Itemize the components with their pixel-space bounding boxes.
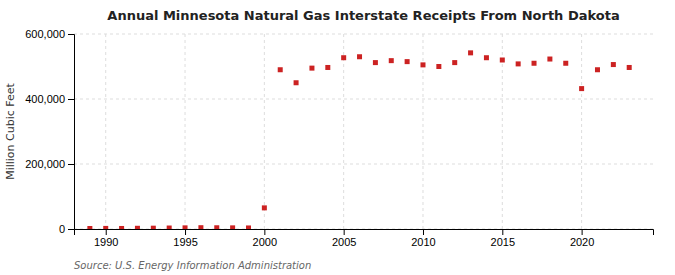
- point: [103, 226, 108, 229]
- x-axis-tick-mark: [185, 229, 186, 235]
- x-axis-tick-label: 1995: [173, 236, 197, 248]
- y-axis-title: Million Cubic Feet: [4, 82, 17, 179]
- x-axis-tick-label: 2020: [570, 236, 594, 248]
- point: [278, 67, 283, 72]
- plot: 1990 1995 2000 2005 2010 2015 2020 0 200,000 400,…: [25, 28, 653, 248]
- y-axis-tick-label: 400,000: [25, 93, 65, 105]
- point: [341, 55, 346, 60]
- x-axis-tick-label: 1990: [94, 236, 118, 248]
- point: [151, 226, 156, 229]
- point: [452, 60, 457, 65]
- point: [294, 80, 299, 85]
- x-axis-tick-mark: [106, 229, 107, 235]
- grid-line-x: [502, 34, 503, 229]
- x-axis-tick: 2015: [491, 229, 515, 248]
- point: [420, 62, 425, 67]
- x-axis-tick-mark: [423, 229, 424, 235]
- grid-line-y: [74, 164, 653, 165]
- grid: [74, 34, 653, 229]
- point: [198, 225, 203, 229]
- y-axis-tick-label: 200,000: [25, 158, 65, 170]
- points: [87, 50, 631, 229]
- point: [579, 86, 584, 91]
- grid-line-x: [185, 34, 186, 229]
- grid-line-x: [343, 34, 344, 229]
- y-axis-tick: 400,000: [25, 93, 74, 105]
- x-axis-tick: 2005: [332, 229, 356, 248]
- x-axis-tick: 2000: [253, 229, 277, 248]
- y-axis-tick-label: 0: [59, 223, 65, 235]
- point: [357, 54, 362, 59]
- grid-line-x: [264, 34, 265, 229]
- y-axis-tick-mark: [68, 164, 74, 165]
- chart: 1990 1995 2000 2005 2010 2015 2020 0 200,000 400,…: [0, 0, 675, 275]
- point: [119, 226, 124, 229]
- point: [230, 225, 235, 229]
- grid-line-y: [74, 34, 653, 35]
- x-axis-tick: 2020: [570, 229, 594, 248]
- y-axis-line: [68, 35, 75, 230]
- y-axis-tick: 0: [59, 223, 74, 235]
- y-axis-tick-label: 600,000: [25, 28, 65, 40]
- y-axis-tick: 600,000: [25, 28, 74, 40]
- point: [389, 58, 394, 63]
- point: [547, 57, 552, 62]
- x-axis: 1990 1995 2000 2005 2010 2015 2020: [75, 229, 654, 248]
- point: [627, 65, 632, 70]
- x-axis-tick-mark: [582, 229, 583, 235]
- x-axis-tick-mark: [264, 229, 265, 235]
- grid-line-y: [74, 99, 653, 100]
- point: [262, 205, 267, 210]
- point: [373, 60, 378, 65]
- x-axis-tick-mark: [344, 229, 345, 235]
- point: [516, 61, 521, 66]
- grid-line-x: [105, 34, 106, 229]
- source: Source: U.S. Energy Information Administ…: [74, 260, 311, 271]
- y-axis-tick-mark: [68, 34, 74, 35]
- y-axis-tick: 200,000: [25, 158, 74, 170]
- point: [500, 58, 505, 63]
- title: Annual Minnesota Natural Gas Interstate …: [107, 8, 619, 23]
- x-axis-tick-label: 2010: [411, 236, 435, 248]
- point: [468, 50, 473, 55]
- point: [595, 67, 600, 72]
- y-axis: 0 200,000 400,000 600,000: [25, 28, 74, 235]
- grid-line-x: [581, 34, 582, 229]
- x-axis-line: [75, 230, 654, 236]
- x-axis-tick: 1995: [173, 229, 197, 248]
- y-axis-tick-mark: [68, 99, 74, 100]
- y-axis-tick-mark: [68, 229, 74, 230]
- point: [183, 225, 188, 229]
- point: [436, 64, 441, 69]
- point: [611, 62, 616, 67]
- point: [325, 65, 330, 70]
- x-axis-tick-label: 2000: [253, 236, 277, 248]
- point: [563, 61, 568, 66]
- x-axis-tick: 1990: [94, 229, 118, 248]
- x-axis-tick-mark: [502, 229, 503, 235]
- point: [87, 226, 92, 229]
- x-axis-tick-label: 2015: [491, 236, 515, 248]
- point: [167, 226, 172, 229]
- point: [246, 225, 251, 229]
- point: [135, 226, 140, 229]
- point: [214, 225, 219, 229]
- point: [532, 61, 537, 66]
- x-axis-tick-label: 2005: [332, 236, 356, 248]
- point: [484, 55, 489, 60]
- x-axis-tick: 2010: [411, 229, 435, 248]
- point: [309, 66, 314, 71]
- point: [405, 59, 410, 64]
